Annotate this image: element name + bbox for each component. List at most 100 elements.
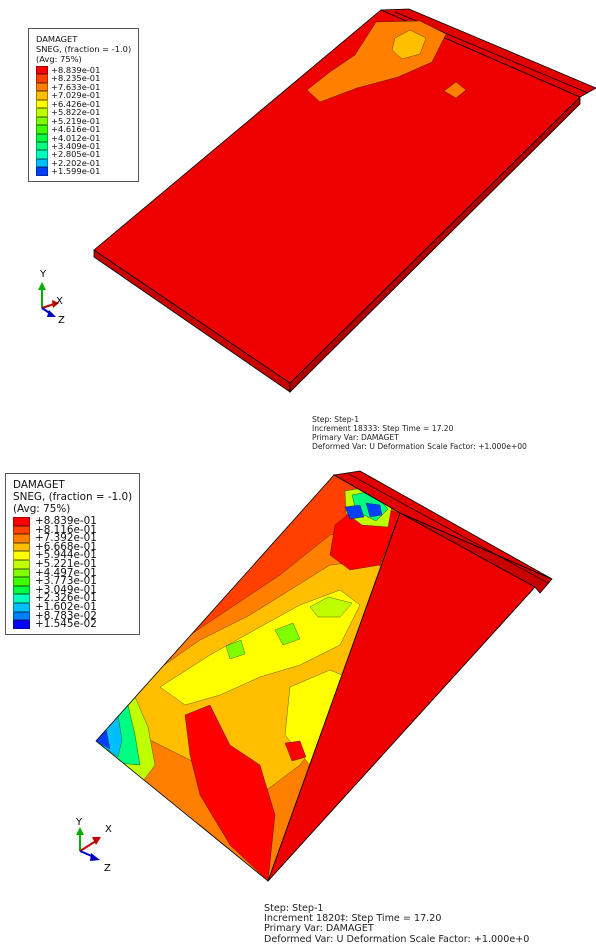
- legend-swatch: [13, 559, 30, 569]
- plate-top-surface: [93, 9, 581, 384]
- legend-level: +4.497e-01: [13, 566, 132, 579]
- legend-value: +1.545e-02: [35, 618, 97, 631]
- legend-level: +7.392e-01: [13, 532, 132, 545]
- legend-level: +1.545e-02: [13, 618, 132, 631]
- legend-swatch: [36, 133, 48, 142]
- legend-swatch: [36, 82, 48, 92]
- legend-swatch: [13, 525, 30, 535]
- contour-plot-panel-bottom: DAMAGET SNEG, (fraction = -1.0) (Avg: 75…: [0, 465, 596, 946]
- legend-subtitle: SNEG, (fraction = -1.0): [13, 491, 133, 503]
- legend-swatch: [13, 517, 30, 526]
- legend-swatch: [36, 91, 48, 100]
- legend-level: +7.633e-01: [36, 81, 131, 92]
- status-step: Step: Step-1: [264, 903, 324, 914]
- legend-value: +8.839e-01: [35, 515, 97, 527]
- legend-level: +8.116e-01: [13, 523, 132, 536]
- legend-value: +2.805e-01: [51, 149, 101, 160]
- plate-outline: [95, 474, 401, 882]
- legend-subtitle: SNEG, (fraction = -1.0): [36, 44, 132, 54]
- legend-value: +3.409e-01: [51, 140, 101, 151]
- legend-swatch: [13, 542, 30, 552]
- legend-value: +1.599e-01: [51, 166, 101, 177]
- legend-value: +3.773e-01: [35, 575, 97, 588]
- legend-value: +1.602e-01: [35, 600, 97, 613]
- legend-swatch: [36, 125, 48, 134]
- triad-arrows-icon: [38, 282, 59, 317]
- contour-region-gold: [391, 29, 427, 60]
- legend-value: +5.822e-01: [51, 107, 101, 118]
- triad-z-label: Z: [58, 315, 65, 326]
- legend-value: +5.944e-01: [35, 549, 97, 562]
- legend-level: +8.839e-01: [36, 66, 131, 74]
- status-block: Step: Step-1 Increment 18333: Step Time …: [312, 415, 527, 452]
- legend-swatch: [13, 585, 30, 595]
- legend-level: +5.944e-01: [13, 549, 132, 562]
- triad-y-label: Y: [76, 817, 83, 828]
- triad-x-label: X: [105, 824, 112, 835]
- status-primary-var: Primary Var: DAMAGET: [264, 923, 374, 935]
- contour-legend: DAMAGET SNEG, (fraction = -1.0) (Avg: 75…: [28, 28, 140, 182]
- status-increment: Increment 1820‡: Step Time = 17.20: [264, 913, 442, 925]
- legend-swatch: [36, 158, 48, 168]
- legend-value: +8.235e-01: [51, 73, 101, 84]
- legend-value: +8.839e-01: [51, 65, 101, 75]
- legend-levels: +8.839e-01 +8.116e-01 +7.392e-01 +6.668e…: [13, 515, 132, 631]
- legend-level: +8.783e-02: [13, 611, 132, 621]
- legend-level: +1.599e-01: [36, 166, 131, 177]
- triad-z-label: Z: [104, 863, 111, 874]
- legend-value: +7.029e-01: [51, 90, 101, 101]
- coordinate-triad: Y X Z: [30, 266, 80, 328]
- triad-arrows-icon: [76, 827, 101, 861]
- legend-value: +2.326e-01: [35, 592, 97, 605]
- contour-region-orange: [443, 81, 467, 99]
- legend-value: +2.202e-01: [51, 157, 101, 168]
- legend-swatch: [13, 620, 30, 629]
- deformed-plate-plot-bottom: [95, 470, 553, 883]
- legend-level: +5.822e-01: [36, 107, 131, 118]
- legend-value: +5.221e-01: [35, 557, 97, 570]
- legend-value: +8.116e-01: [35, 523, 97, 536]
- legend-swatch: [13, 577, 30, 586]
- legend-value: +4.012e-01: [51, 132, 101, 143]
- legend-level: +3.049e-01: [13, 583, 132, 596]
- legend-level: +7.029e-01: [36, 90, 131, 101]
- legend-level: +1.602e-01: [13, 600, 132, 613]
- status-deformed-var: Deformed Var: U Deformation Scale Factor…: [312, 441, 527, 451]
- legend-swatch: [13, 534, 30, 543]
- legend-swatch: [13, 602, 30, 612]
- deformed-plate-plot-top: [93, 8, 596, 393]
- contour-legend: DAMAGET SNEG, (fraction = -1.0) (Avg: 75…: [5, 473, 141, 635]
- legend-value: +3.049e-01: [35, 583, 97, 596]
- legend-title: DAMAGET: [13, 479, 65, 491]
- status-step: Step: Step-1: [312, 415, 360, 424]
- flange-fold-line: [346, 472, 549, 584]
- legend-value: +4.616e-01: [51, 124, 101, 135]
- legend-value: +7.392e-01: [35, 532, 97, 545]
- legend-swatch: [36, 108, 48, 117]
- triad-x-label: X: [56, 296, 63, 307]
- coordinate-triad: Y X Z: [70, 817, 122, 879]
- legend-swatch: [13, 594, 30, 603]
- triad-y-label: Y: [40, 269, 47, 280]
- legend-level: +6.426e-01: [36, 98, 131, 109]
- legend-averaging: (Avg: 75%): [13, 503, 71, 515]
- legend-swatch: [13, 611, 30, 621]
- legend-swatch: [36, 141, 48, 151]
- contour-plot-panel-top: DAMAGET SNEG, (fraction = -1.0) (Avg: 75…: [0, 0, 596, 465]
- legend-swatch: [13, 551, 30, 560]
- legend-swatch: [36, 66, 48, 75]
- legend-swatch: [36, 74, 48, 83]
- legend-level: +4.616e-01: [36, 124, 131, 135]
- legend-swatch: [36, 116, 48, 126]
- legend-swatch: [36, 99, 48, 109]
- legend-value: +7.633e-01: [51, 81, 101, 92]
- legend-level: +2.202e-01: [36, 157, 131, 168]
- legend-value: +4.497e-01: [35, 566, 97, 579]
- legend-levels: +8.839e-01 +8.235e-01 +7.633e-01 +7.029e…: [36, 66, 131, 176]
- legend-swatch: [36, 150, 48, 159]
- legend-level: +3.773e-01: [13, 575, 132, 588]
- legend-level: +2.326e-01: [13, 592, 132, 605]
- status-primary-var: Primary Var: DAMAGET: [312, 432, 399, 442]
- status-increment: Increment 18333: Step Time = 17.20: [312, 423, 454, 433]
- legend-value: +6.426e-01: [51, 98, 101, 109]
